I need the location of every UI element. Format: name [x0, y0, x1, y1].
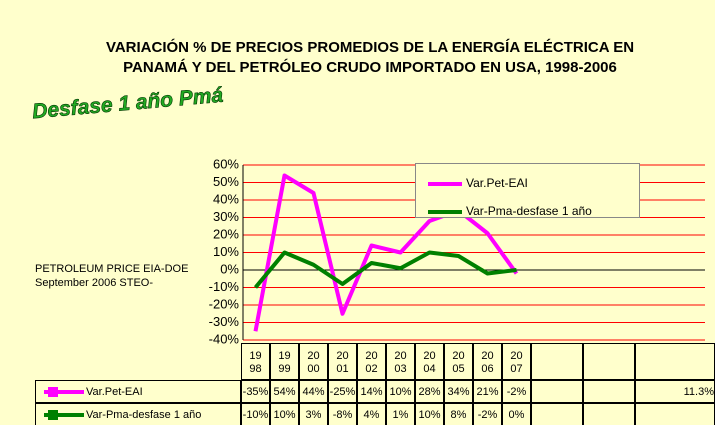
x-tick-label: [531, 343, 583, 380]
data-label: -35%: [241, 380, 270, 403]
data-label: 21%: [473, 380, 502, 403]
x-tick-label: 2003: [386, 343, 415, 380]
x-tick-label: 2004: [415, 343, 444, 380]
y-tick-label: -40%: [209, 331, 240, 346]
data-label: [583, 380, 635, 403]
legend-label: Var.Pet-EAI: [466, 176, 528, 190]
x-tick-label: [635, 343, 715, 380]
legend-swatch: [44, 387, 84, 397]
legend-marker: [48, 410, 58, 420]
y-tick-label: 40%: [213, 191, 239, 206]
legend-swatch: [428, 210, 462, 214]
data-label: -8%: [328, 403, 357, 425]
data-label: 3%: [299, 403, 328, 425]
annotation: PETROLEUM PRICE EIA-DOE September 2006 S…: [35, 263, 189, 289]
data-label: [531, 403, 583, 425]
data-label: 54%: [270, 380, 299, 403]
y-tick-label: 30%: [213, 209, 239, 224]
y-tick-label: -30%: [209, 314, 240, 329]
data-label: 1%: [386, 403, 415, 425]
x-tick-label: 1998: [241, 343, 270, 380]
data-label: [635, 403, 715, 425]
data-label: 0%: [502, 403, 531, 425]
data-label: 8%: [444, 403, 473, 425]
legend-marker: [48, 387, 58, 397]
y-tick-label: -10%: [209, 279, 240, 294]
data-label: -2%: [502, 380, 531, 403]
data-label: 14%: [357, 380, 386, 403]
data-label: 28%: [415, 380, 444, 403]
y-tick-label: 0%: [220, 261, 239, 276]
x-tick-label: 2007: [502, 343, 531, 380]
data-label: -2%: [473, 403, 502, 425]
legend: Var.Pet-EAI Var-Pma-desfase 1 año: [415, 163, 640, 218]
data-label: 4%: [357, 403, 386, 425]
data-label: 34%: [444, 380, 473, 403]
data-label: 10%: [386, 380, 415, 403]
table-row-header: Var.Pet-EAI: [35, 380, 241, 403]
x-tick-label: 2006: [473, 343, 502, 380]
x-tick-label: [583, 343, 635, 380]
chart-title: VARIACIÓN % DE PRECIOS PROMEDIOS DE LA E…: [105, 39, 635, 76]
y-tick-label: -20%: [209, 296, 240, 311]
legend-swatch: [428, 182, 462, 186]
data-label: [583, 403, 635, 425]
legend-label: Var-Pma-desfase 1 año: [466, 204, 592, 218]
x-tick-label: 2002: [357, 343, 386, 380]
y-tick-label: 50%: [213, 174, 239, 189]
y-tick-label: 10%: [213, 244, 239, 259]
x-tick-label: 2001: [328, 343, 357, 380]
x-tick-label: 2000: [299, 343, 328, 380]
line-series: [253, 250, 517, 289]
legend-swatch: [44, 410, 84, 420]
y-tick-label: 60%: [213, 156, 239, 171]
data-label: -10%: [241, 403, 270, 425]
data-label: 11.3%: [635, 380, 715, 403]
table-row-header: Var-Pma-desfase 1 año: [35, 403, 241, 425]
x-tick-label: 2005: [444, 343, 473, 380]
data-label: [531, 380, 583, 403]
data-label: 10%: [415, 403, 444, 425]
data-label: 44%: [299, 380, 328, 403]
x-tick-label: 1999: [270, 343, 299, 380]
data-label: 10%: [270, 403, 299, 425]
y-tick-label: 20%: [213, 226, 239, 241]
data-label: -25%: [328, 380, 357, 403]
